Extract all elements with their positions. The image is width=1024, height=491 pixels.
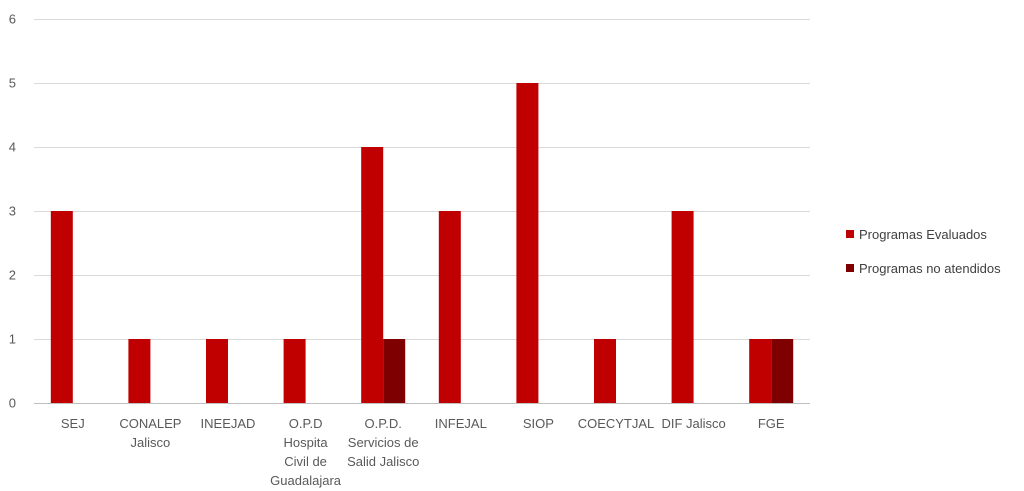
- x-tick-label: Servicios de: [348, 435, 419, 450]
- y-tick-label: 5: [9, 76, 16, 91]
- x-tick-label: Jalisco: [131, 435, 171, 450]
- legend-item-no-atendidos: Programas no atendidos: [846, 259, 1001, 277]
- bar-series-0-3: [283, 339, 306, 403]
- y-tick-label: 4: [9, 140, 16, 155]
- bar-series-0-7: [594, 339, 616, 403]
- legend-label: Programas no atendidos: [859, 260, 1001, 276]
- x-tick-label: INEEJAD: [201, 416, 256, 431]
- legend-item-evaluados: Programas Evaluados: [846, 225, 1001, 243]
- x-tick-label: Guadalajara: [270, 473, 342, 488]
- x-tick-label: INFEJAL: [435, 416, 487, 431]
- bar-series-0-0: [50, 211, 73, 403]
- bars: [50, 83, 794, 403]
- x-tick-label: Hospita: [284, 435, 329, 450]
- x-tick-label: SEJ: [61, 416, 85, 431]
- bar-series-0-6: [516, 83, 539, 403]
- x-tick-label: O.P.D.: [365, 416, 402, 431]
- x-tick-label: DIF Jalisco: [661, 416, 725, 431]
- y-tick-label: 2: [9, 268, 16, 283]
- x-axis-labels: SEJ CONALEP Jalisco INEEJAD O.P.D Hospita Civi…: [61, 416, 785, 488]
- legend-swatch: [846, 264, 854, 272]
- x-tick-label: FGE: [758, 416, 785, 431]
- x-tick-label: Civil de: [284, 454, 327, 469]
- legend: Programas Evaluados Programas no atendid…: [846, 225, 1001, 293]
- legend-swatch: [846, 230, 854, 238]
- bar-series-0-9: [749, 339, 772, 403]
- bar-series-1-4: [383, 339, 406, 403]
- y-tick-label: 1: [9, 332, 16, 347]
- bar-series-0-4: [361, 147, 384, 403]
- x-tick-label: Salid Jalisco: [347, 454, 419, 469]
- x-tick-label: COECYTJAL: [578, 416, 655, 431]
- gridlines: [34, 19, 810, 404]
- bar-series-0-8: [671, 211, 694, 403]
- x-tick-label: SIOP: [523, 416, 554, 431]
- y-axis-ticks: 0 1 2 3 4 5 6: [9, 12, 16, 411]
- bar-series-0-1: [128, 339, 151, 403]
- bar-series-1-9: [771, 339, 794, 403]
- x-tick-label: CONALEP: [119, 416, 181, 431]
- y-tick-label: 3: [9, 204, 16, 219]
- bar-series-0-5: [438, 211, 461, 403]
- bar-series-0-2: [206, 339, 228, 403]
- legend-label: Programas Evaluados: [859, 226, 987, 242]
- y-tick-label: 6: [9, 12, 16, 27]
- y-tick-label: 0: [9, 396, 16, 411]
- x-tick-label: O.P.D: [289, 416, 323, 431]
